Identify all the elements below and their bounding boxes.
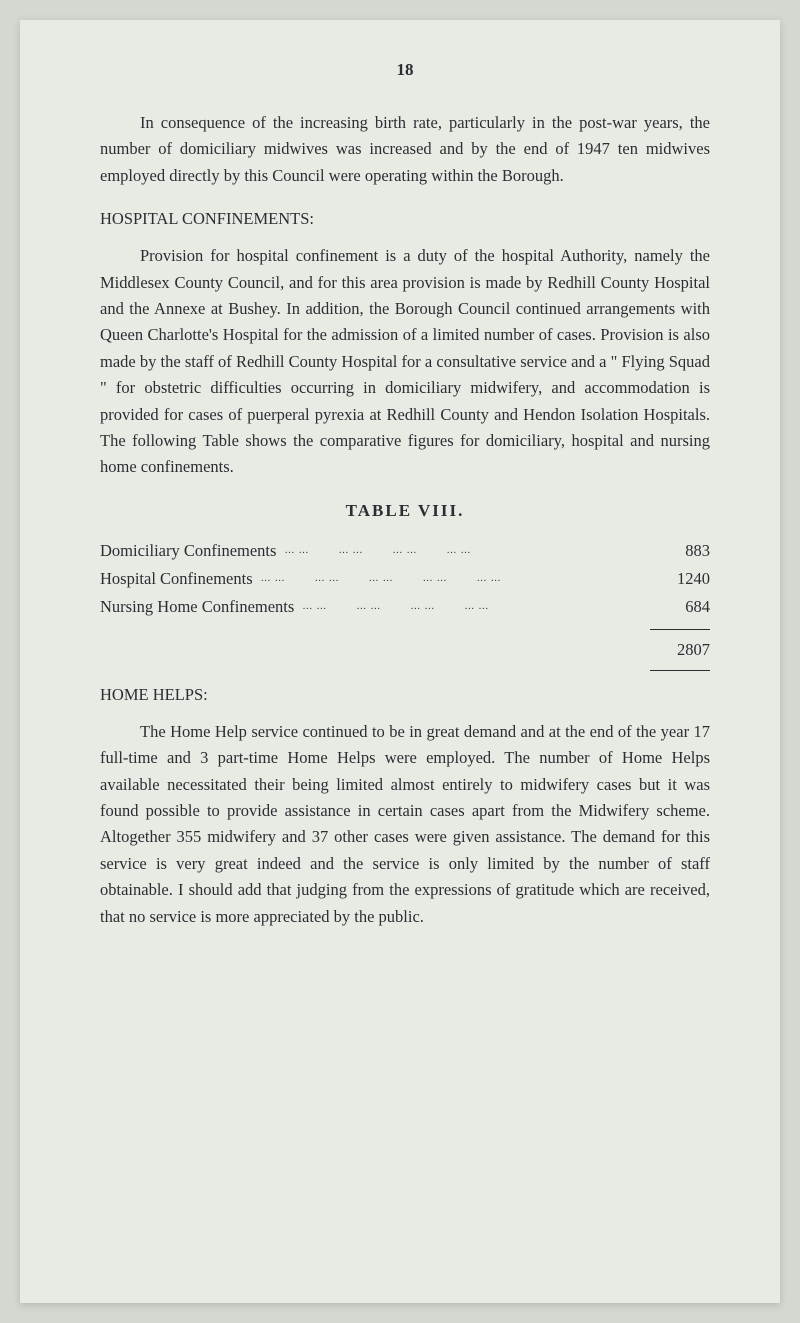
confinements-table: Domiciliary Confinements …… …… …… …… 883… (100, 537, 710, 671)
hospital-confinements-heading: HOSPITAL CONFINEMENTS: (100, 209, 710, 229)
document-page: 18 In consequence of the increasing birt… (20, 20, 780, 1303)
leader-dots: …… …… …… …… (284, 542, 642, 560)
row-label: Hospital Confinements (100, 565, 253, 593)
table-row: Hospital Confinements …… …… …… …… …… 124… (100, 565, 710, 593)
total-rule-bottom (650, 670, 710, 671)
table-row: Nursing Home Confinements …… …… …… …… 68… (100, 593, 710, 621)
page-number: 18 (100, 60, 710, 80)
total-rule-top (650, 629, 710, 630)
hospital-confinements-paragraph: Provision for hospital confinement is a … (100, 243, 710, 481)
leader-dots: …… …… …… …… (302, 598, 642, 616)
row-label: Nursing Home Confinements (100, 593, 294, 621)
home-helps-paragraph: The Home Help service continued to be in… (100, 719, 710, 930)
intro-paragraph: In consequence of the increasing birth r… (100, 110, 710, 189)
total-value: 2807 (650, 636, 710, 664)
row-value: 883 (650, 537, 710, 565)
total-row: 2807 (100, 636, 710, 664)
row-label: Domiciliary Confinements (100, 537, 276, 565)
leader-dots: …… …… …… …… …… (261, 570, 642, 588)
table-title: TABLE VIII. (100, 501, 710, 521)
table-row: Domiciliary Confinements …… …… …… …… 883 (100, 537, 710, 565)
row-value: 1240 (650, 565, 710, 593)
row-value: 684 (650, 593, 710, 621)
home-helps-heading: HOME HELPS: (100, 685, 710, 705)
